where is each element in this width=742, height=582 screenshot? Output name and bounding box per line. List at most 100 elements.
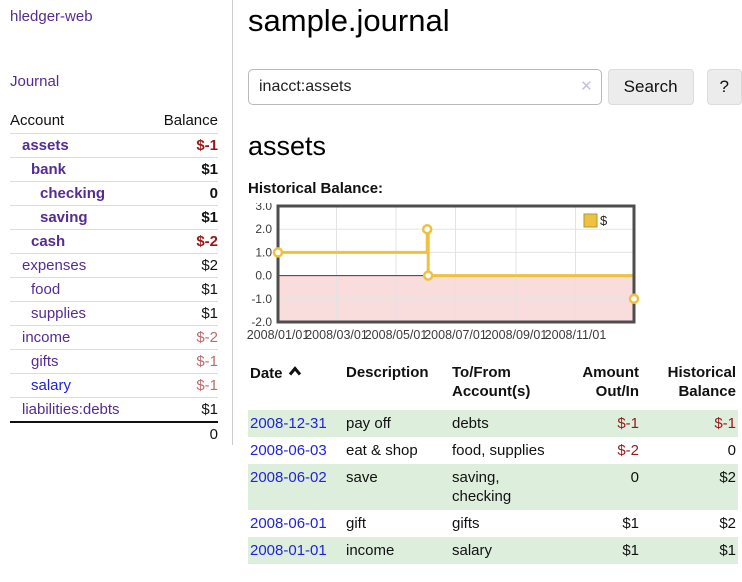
account-link[interactable]: income	[22, 329, 71, 346]
transaction-amount: 0	[630, 469, 639, 486]
svg-text:2008/11/01: 2008/11/01	[545, 328, 607, 342]
account-row: income $-2	[10, 325, 218, 350]
sidebar: hledger-web Journal Account Balance asse…	[0, 0, 233, 446]
transaction-date-link[interactable]: 2008-06-01	[250, 515, 327, 532]
account-row: bank $1	[10, 157, 218, 182]
account-link[interactable]: liabilities:debts	[22, 401, 120, 418]
account-link[interactable]: saving	[40, 209, 88, 226]
app-title-link[interactable]: hledger-web	[10, 8, 93, 25]
search-bar: ✕ Search ?	[248, 69, 742, 105]
transaction-accounts: food, supplies	[452, 442, 545, 459]
transaction-amount: $-1	[617, 415, 639, 432]
accounts-header-row: Account Balance	[10, 109, 218, 134]
sidebar-item-journal[interactable]: Journal	[10, 73, 60, 90]
accounts-table: Account Balance assets $-1 bank	[10, 109, 218, 446]
date-header-label: Date	[250, 365, 283, 382]
search-button[interactable]: Search	[607, 69, 694, 105]
account-row: liabilities:debts $1	[10, 397, 218, 422]
transaction-row: 2008-06-03 eat & shop food, supplies $-2…	[248, 437, 738, 464]
svg-text:-2.0: -2.0	[251, 315, 272, 329]
transaction-amount: $1	[622, 515, 639, 532]
svg-text:2008/09/01: 2008/09/01	[485, 328, 548, 342]
account-link[interactable]: supplies	[31, 305, 87, 322]
transaction-amount: $-2	[617, 442, 639, 459]
transaction-balance: $1	[719, 542, 736, 559]
svg-text:2008/01/01: 2008/01/01	[247, 328, 310, 342]
account-balance: $1	[201, 281, 218, 298]
register-header-balance: Historical Balance	[667, 364, 736, 400]
transaction-date-link[interactable]: 2008-12-31	[250, 415, 327, 432]
account-row: saving $1	[10, 205, 218, 230]
register-header-accounts: To/From Account(s)	[452, 364, 531, 400]
accounts-header-balance: Balance	[163, 112, 218, 129]
sort-ascending-icon	[288, 364, 302, 381]
account-link[interactable]: bank	[31, 161, 67, 178]
transaction-description: eat & shop	[346, 442, 418, 459]
account-balance: 0	[209, 185, 218, 202]
transaction-accounts: salary	[452, 542, 493, 559]
svg-text:2008/03/01: 2008/03/01	[305, 328, 368, 342]
register-table: Date Description To/From Account(s) Amou…	[248, 361, 738, 564]
transaction-balance: 0	[727, 442, 736, 459]
transaction-date-link[interactable]: 2008-06-02	[250, 469, 327, 486]
transaction-description: income	[346, 542, 395, 559]
account-balance: $-1	[196, 137, 218, 154]
account-balance: $1	[201, 209, 218, 226]
account-row: supplies $1	[10, 301, 218, 326]
help-button[interactable]: ?	[706, 69, 742, 105]
accounts-total-row: 0	[10, 421, 218, 446]
register-header-description: Description	[346, 364, 429, 381]
account-link[interactable]: food	[31, 281, 61, 298]
svg-text:2008/07/01: 2008/07/01	[424, 328, 487, 342]
account-link[interactable]: assets	[22, 137, 69, 154]
transaction-balance: $-1	[714, 415, 736, 432]
page-title: sample.journal	[248, 3, 450, 38]
svg-text:$: $	[600, 213, 608, 228]
account-balance: $-2	[196, 329, 218, 346]
account-link[interactable]: cash	[31, 233, 66, 250]
register-header-amount: Amount Out/In	[582, 364, 639, 400]
transaction-description: save	[346, 469, 378, 486]
account-link[interactable]: gifts	[31, 353, 59, 370]
clear-search-icon[interactable]: ✕	[580, 78, 593, 95]
account-row: gifts $-1	[10, 349, 218, 374]
transaction-accounts: debts	[452, 415, 489, 432]
account-balance: $1	[201, 161, 218, 178]
transaction-row: 2008-06-01 gift gifts $1 $2	[248, 510, 738, 537]
transaction-accounts: saving, checking	[452, 469, 512, 505]
register-header-row: Date Description To/From Account(s) Amou…	[248, 361, 738, 410]
transaction-balance: $2	[719, 469, 736, 486]
account-row: food $1	[10, 277, 218, 302]
transaction-date-link[interactable]: 2008-01-01	[250, 542, 327, 559]
account-link[interactable]: expenses	[22, 257, 87, 274]
transaction-description: pay off	[346, 415, 391, 432]
transaction-amount: $1	[622, 542, 639, 559]
account-link[interactable]: salary	[31, 377, 72, 394]
account-link[interactable]: checking	[40, 185, 106, 202]
account-balance: $-2	[196, 233, 218, 250]
account-balance: $-1	[196, 377, 218, 394]
main-panel: sample.journal ✕ Search ? assets Histori…	[247, 0, 742, 564]
transaction-row: 2008-06-02 save saving, checking 0 $2	[248, 464, 738, 510]
account-row: assets $-1	[10, 133, 218, 158]
register-header-date[interactable]: Date	[248, 361, 344, 410]
account-balance: $-1	[196, 353, 218, 370]
transaction-row: 2008-12-31 pay off debts $-1 $-1	[248, 410, 738, 437]
account-balance: $1	[201, 401, 218, 418]
svg-text:2.0: 2.0	[255, 222, 272, 236]
svg-text:2008/05/01: 2008/05/01	[365, 328, 428, 342]
account-row: expenses $2	[10, 253, 218, 278]
account-row: checking 0	[10, 181, 218, 206]
transaction-date-link[interactable]: 2008-06-03	[250, 442, 327, 459]
search-input[interactable]	[248, 69, 602, 105]
account-row: cash $-2	[10, 229, 218, 254]
chart-label: Historical Balance:	[248, 180, 384, 197]
svg-text:3.0: 3.0	[255, 203, 272, 213]
accounts-header-account: Account	[10, 112, 65, 129]
transaction-balance: $2	[719, 515, 736, 532]
transaction-row: 2008-01-01 income salary $1 $1	[248, 537, 738, 564]
svg-text:0.0: 0.0	[255, 269, 272, 283]
svg-text:-1.0: -1.0	[251, 292, 272, 306]
transaction-description: gift	[346, 515, 367, 532]
account-heading: assets	[248, 131, 327, 161]
